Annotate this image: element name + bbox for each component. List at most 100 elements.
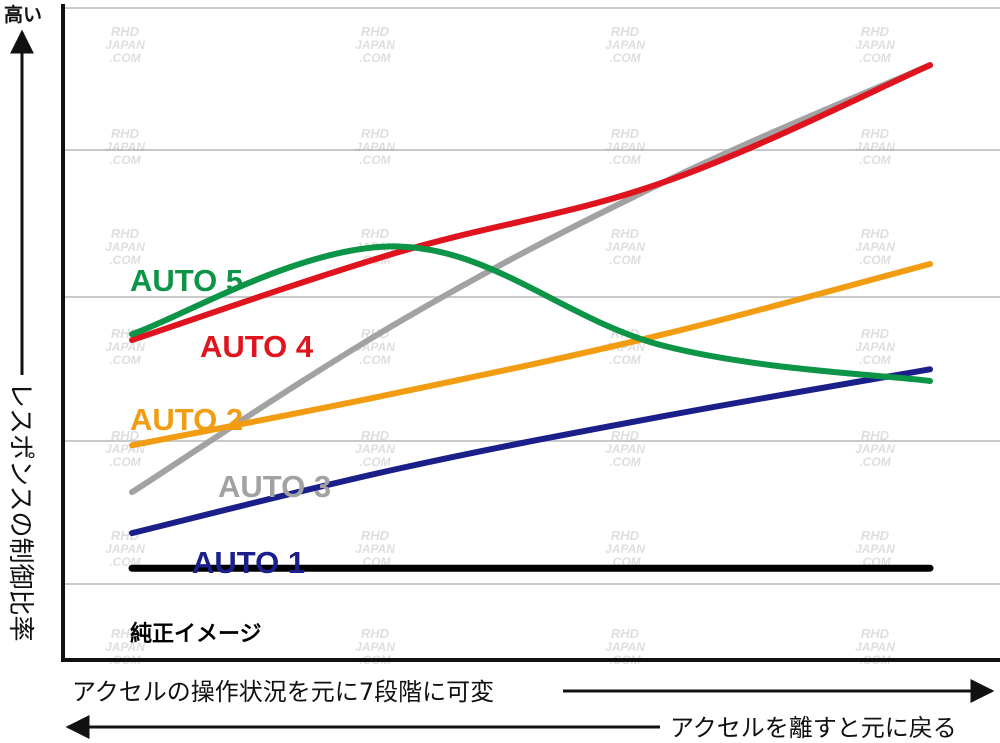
watermark-text: JAPAN xyxy=(605,140,645,154)
watermark-text: RHD xyxy=(861,626,890,641)
watermark-text: JAPAN xyxy=(105,640,145,654)
series-label: AUTO 5 xyxy=(130,263,243,298)
watermark-text: RHD xyxy=(611,226,640,241)
series-labels: AUTO 3 AUTO 1 AUTO 2 AUTO 4 AUTO 5 純正イメージ xyxy=(130,263,331,647)
watermark-text: RHD xyxy=(111,428,140,443)
watermark-text: RHD xyxy=(611,626,640,641)
series-line-auto-1 xyxy=(129,366,933,537)
watermark-text: RHD xyxy=(111,626,140,641)
watermark-text: .COM xyxy=(859,153,891,167)
watermark-text: .COM xyxy=(359,353,391,367)
watermark-text: RHD xyxy=(361,126,390,141)
watermark-text: JAPAN xyxy=(605,542,645,556)
watermark-text: JAPAN xyxy=(105,340,145,354)
watermark-text: JAPAN xyxy=(855,340,895,354)
watermark-text: .COM xyxy=(859,253,891,267)
watermark-text: RHD xyxy=(611,428,640,443)
series-line-auto-4 xyxy=(129,62,933,344)
watermark-text: JAPAN xyxy=(855,38,895,52)
watermark-text: RHD xyxy=(111,126,140,141)
watermark-text: .COM xyxy=(109,353,141,367)
watermark-text: RHD xyxy=(361,226,390,241)
watermark-text: .COM xyxy=(609,455,641,469)
watermark-text: JAPAN xyxy=(855,140,895,154)
watermark-text: .COM xyxy=(109,51,141,65)
watermark-text: .COM xyxy=(109,253,141,267)
watermark-text: JAPAN xyxy=(105,140,145,154)
watermark-text: RHD xyxy=(111,24,140,39)
watermark-text: JAPAN xyxy=(355,640,395,654)
watermark-text: RHD xyxy=(361,528,390,543)
watermark-text: RHD xyxy=(861,226,890,241)
watermark-text: .COM xyxy=(859,455,891,469)
watermark-text: .COM xyxy=(109,455,141,469)
watermark-text: JAPAN xyxy=(605,442,645,456)
watermark-text: JAPAN xyxy=(855,442,895,456)
watermark-text: JAPAN xyxy=(355,140,395,154)
watermark-text: JAPAN xyxy=(605,240,645,254)
watermark-text: JAPAN xyxy=(355,542,395,556)
watermark-text: .COM xyxy=(359,455,391,469)
series-label: 純正イメージ xyxy=(130,621,262,647)
watermark-text: JAPAN xyxy=(605,640,645,654)
watermark-text: .COM xyxy=(609,153,641,167)
watermark-text: JAPAN xyxy=(855,640,895,654)
series-lines xyxy=(128,62,934,572)
watermark-text: RHD xyxy=(361,428,390,443)
watermark-text: RHD xyxy=(611,24,640,39)
watermark-text: RHD xyxy=(861,326,890,341)
series-line-auto-2 xyxy=(129,261,933,449)
watermark-layer: RHDJAPAN.COMRHDJAPAN.COMRHDJAPAN.COMRHDJ… xyxy=(105,24,895,667)
watermark-text: RHD xyxy=(361,626,390,641)
series-label: AUTO 1 xyxy=(192,545,305,580)
watermark-text: JAPAN xyxy=(855,240,895,254)
y-top-label: 高い xyxy=(4,3,42,26)
watermark-text: .COM xyxy=(109,153,141,167)
watermark-text: .COM xyxy=(359,51,391,65)
watermark-text: RHD xyxy=(111,226,140,241)
watermark-text: RHD xyxy=(861,126,890,141)
watermark-text: JAPAN xyxy=(105,38,145,52)
watermark-text: .COM xyxy=(859,353,891,367)
watermark-text: RHD xyxy=(611,126,640,141)
series-line-auto-5 xyxy=(129,243,933,384)
watermark-text: .COM xyxy=(609,253,641,267)
watermark-text: RHD xyxy=(861,428,890,443)
watermark-text: JAPAN xyxy=(355,38,395,52)
y-axis-label: レスポンスの制御比率 xyxy=(5,382,35,641)
watermark-text: JAPAN xyxy=(605,38,645,52)
watermark-text: RHD xyxy=(861,528,890,543)
series-label: AUTO 3 xyxy=(218,469,331,504)
watermark-text: .COM xyxy=(609,51,641,65)
watermark-text: JAPAN xyxy=(355,442,395,456)
series-line-auto-3 xyxy=(129,62,933,496)
watermark-text: RHD xyxy=(861,24,890,39)
series-label: AUTO 2 xyxy=(130,402,243,437)
series-label: AUTO 4 xyxy=(200,329,314,364)
x-return-label: アクセルを離すと元に戻る xyxy=(670,714,957,742)
watermark-text: JAPAN xyxy=(105,240,145,254)
watermark-text: JAPAN xyxy=(855,542,895,556)
x-axis-label: アクセルの操作状況を元に7段階に可変 xyxy=(72,678,494,706)
watermark-text: .COM xyxy=(859,51,891,65)
